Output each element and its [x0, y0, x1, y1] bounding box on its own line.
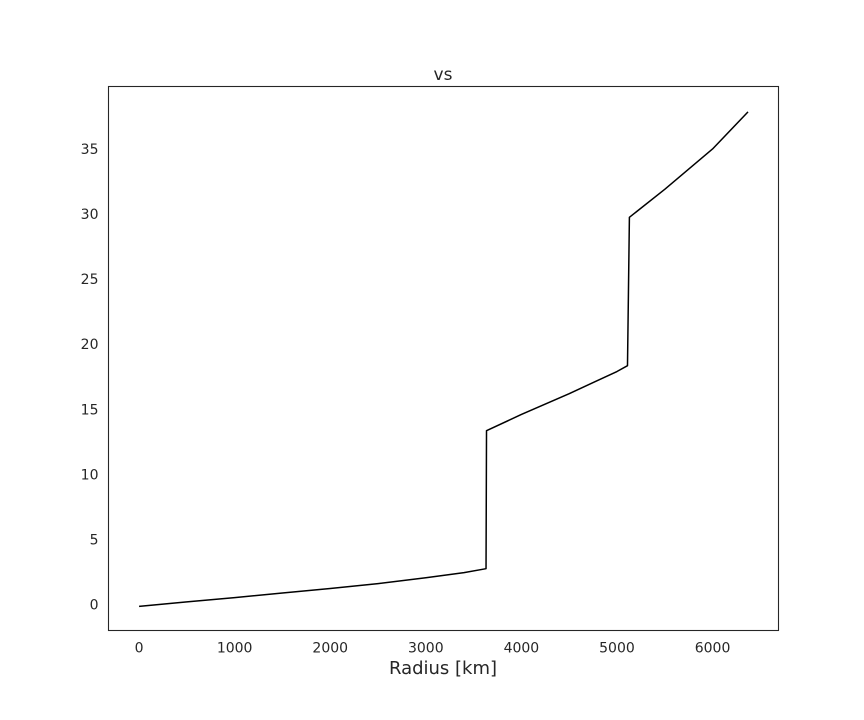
- x-tick-label: 2000: [312, 641, 348, 657]
- y-tick-label: 20: [81, 337, 99, 353]
- x-axis-label: Radius [km]: [389, 658, 497, 679]
- y-tick-label: 35: [81, 142, 99, 158]
- data-layer: [139, 111, 749, 608]
- series-line-0: [139, 111, 749, 608]
- chart-title: vs: [434, 65, 453, 85]
- y-tick-label: 10: [81, 467, 99, 483]
- plot-frame: [107, 85, 780, 632]
- y-tick-label: 0: [90, 597, 99, 613]
- x-tick-label: 1000: [217, 641, 253, 657]
- x-tick-label: 4000: [504, 641, 540, 657]
- y-tick-labels: 0 5 10 15 20 25 30 35: [81, 142, 99, 614]
- x-tick-label: 6000: [695, 641, 731, 657]
- y-tick-label: 15: [81, 402, 99, 418]
- x-tick-label: 5000: [599, 641, 635, 657]
- y-tick-label: 30: [81, 207, 99, 223]
- x-tick-labels: 0 1000 2000 3000 4000 5000 6000: [135, 641, 731, 657]
- y-tick-label: 5: [90, 532, 99, 548]
- y-tick-label: 25: [81, 272, 99, 288]
- x-tick-label: 0: [135, 641, 144, 657]
- x-tick-label: 3000: [408, 641, 444, 657]
